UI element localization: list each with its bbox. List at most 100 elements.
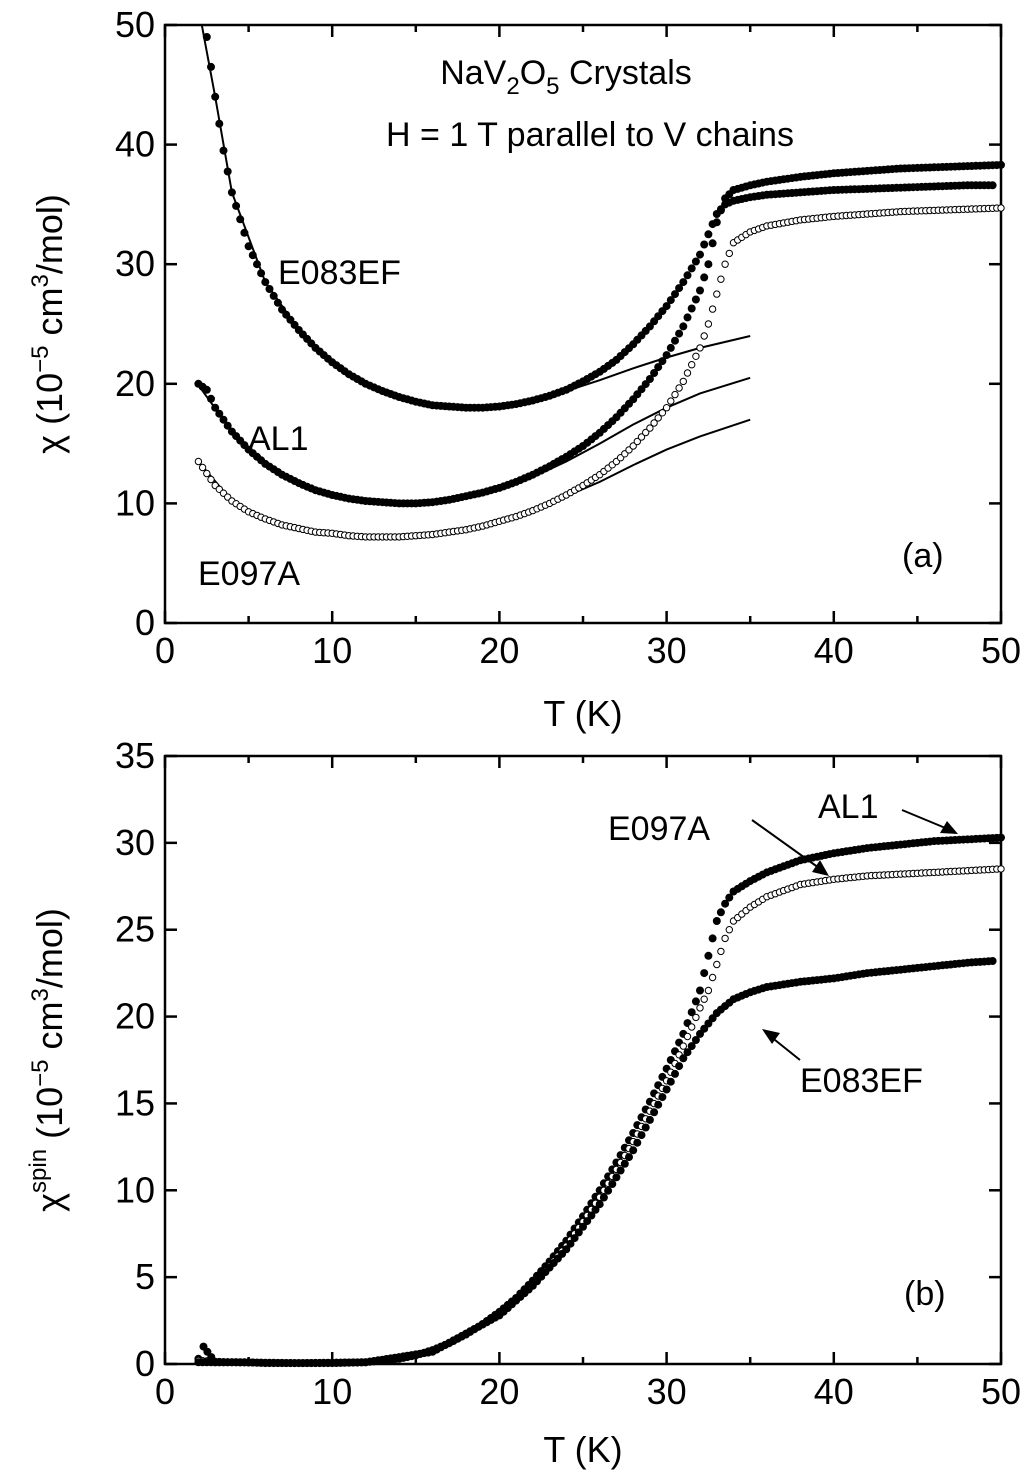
label-e097a-a: E097A (198, 555, 300, 593)
data-point (721, 899, 730, 908)
data-point (679, 1042, 687, 1050)
arrowhead-e083ef (762, 1029, 780, 1044)
data-point (261, 278, 270, 287)
y-tick-label: 10 (115, 482, 155, 523)
y-tick-label: 50 (115, 4, 155, 45)
data-point (708, 934, 717, 943)
data-point (679, 1054, 688, 1063)
x-tick-label: 20 (479, 1371, 519, 1412)
data-point (223, 421, 232, 430)
data-point (679, 377, 687, 386)
series-al1 (194, 833, 1005, 1368)
series-e083ef (202, 33, 997, 412)
x-tick-label: 30 (647, 630, 687, 671)
data-point (671, 290, 679, 299)
data-point (608, 1180, 617, 1188)
panel-b-points (194, 833, 1005, 1368)
data-point (629, 442, 637, 450)
data-point (616, 1166, 625, 1175)
label-al1-a: AL1 (248, 420, 309, 458)
data-point (265, 285, 274, 293)
data-point (696, 344, 704, 352)
data-point (658, 409, 667, 417)
label-e083ef-b: E083EF (800, 1062, 923, 1100)
data-point (629, 1146, 638, 1155)
data-point (692, 352, 700, 360)
x-tick-label: 40 (814, 1371, 854, 1412)
data-point (574, 1228, 583, 1237)
data-point (253, 260, 261, 269)
y-tick-label: 5 (135, 1256, 155, 1297)
data-point (696, 250, 704, 259)
data-point (687, 304, 696, 313)
label-al1-b: AL1 (818, 788, 879, 826)
data-point (988, 957, 997, 965)
data-point (721, 260, 729, 268)
data-point (708, 305, 717, 313)
data-point (211, 403, 220, 412)
x-tick-label: 30 (647, 1371, 687, 1412)
data-point (725, 893, 734, 902)
data-point (641, 1123, 650, 1132)
data-point (717, 275, 725, 283)
data-point (207, 62, 215, 71)
data-point (675, 1062, 684, 1071)
panel-a-title-line2: H = 1 T parallel to V chains (386, 116, 794, 154)
data-point (198, 463, 207, 472)
data-point (236, 215, 245, 224)
x-tick-label: 10 (312, 630, 352, 671)
y-tick-label: 0 (135, 602, 155, 643)
label-e083ef-a: E083EF (278, 254, 401, 292)
data-point (227, 188, 236, 197)
data-point (202, 385, 211, 394)
data-point (713, 290, 721, 298)
data-point (244, 242, 253, 251)
data-point (696, 1004, 704, 1012)
panel-b: 0 10 20 30 40 50 0 5 10 15 20 25 30 35 AL1 E097A E083… (25, 735, 1021, 1470)
data-point (997, 833, 1005, 842)
y-tick-label: 35 (115, 735, 155, 776)
series-al1 (194, 160, 1005, 508)
data-point (721, 934, 729, 943)
data-point (708, 973, 717, 982)
data-point (671, 390, 679, 399)
data-point (211, 92, 220, 101)
data-point (232, 201, 241, 210)
y-tick-label: 25 (115, 909, 155, 950)
panel-a-frame (163, 23, 1003, 625)
data-point (687, 1008, 696, 1017)
panel-b-xlabel: T (K) (543, 1429, 622, 1470)
data-point (620, 1159, 629, 1168)
data-point (645, 375, 654, 383)
data-point (691, 997, 700, 1006)
data-point (708, 239, 717, 248)
data-point (207, 475, 215, 484)
y-tick-label: 30 (115, 822, 155, 863)
data-point (717, 947, 725, 956)
data-point (562, 1245, 571, 1254)
data-point (688, 1023, 696, 1031)
panel-a-xlabel: T (K) (543, 693, 622, 734)
data-point (712, 218, 721, 227)
data-point (203, 469, 211, 478)
data-point (683, 313, 692, 322)
data-point (700, 332, 708, 340)
data-point (696, 986, 704, 995)
data-point (642, 428, 650, 437)
panel-b-label: (b) (904, 1275, 946, 1313)
data-point (654, 363, 663, 372)
data-point (716, 206, 725, 215)
data-point (658, 357, 667, 366)
data-point (704, 320, 713, 328)
y-tick-label: 30 (115, 243, 155, 284)
data-point (591, 1205, 600, 1214)
data-point (646, 424, 654, 432)
data-point (194, 457, 203, 466)
data-point (997, 160, 1005, 169)
data-point (696, 286, 704, 295)
y-tick-label: 20 (115, 363, 155, 404)
series-e097a (194, 204, 1005, 541)
data-point (691, 257, 700, 266)
data-point (700, 995, 708, 1003)
